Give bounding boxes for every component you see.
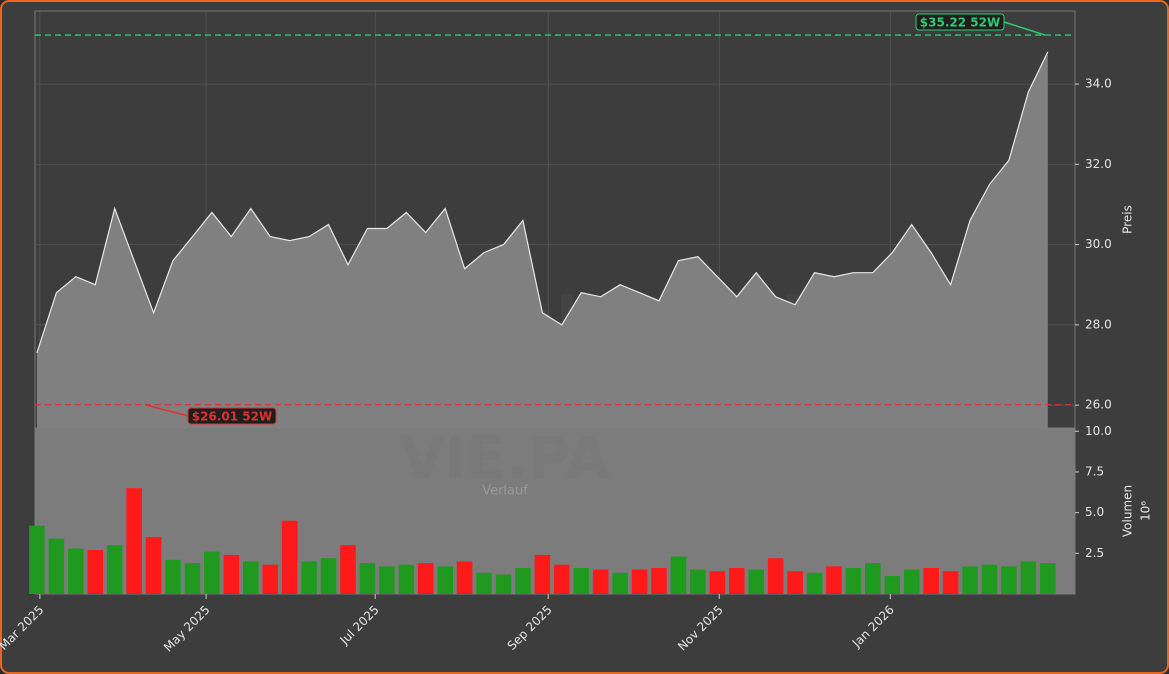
- volume-bar: [981, 564, 998, 594]
- volume-bar: [748, 569, 764, 594]
- volume-bar: [106, 545, 123, 594]
- volume-bar: [398, 564, 415, 594]
- volume-bar: [184, 563, 201, 594]
- volume-bar: [262, 564, 278, 594]
- watermark-sub: Verlauf: [482, 484, 528, 499]
- price-area: [36, 51, 1048, 429]
- volume-bar: [1001, 566, 1017, 594]
- volume-bar: [340, 545, 356, 594]
- y-tick-label: 26.0: [1085, 398, 1112, 412]
- volume-bar: [923, 567, 939, 594]
- volume-bar: [320, 558, 337, 594]
- volume-bar: [1020, 561, 1037, 594]
- volume-bar: [29, 525, 45, 594]
- volume-bar: [437, 566, 453, 594]
- price-line: [36, 51, 1049, 354]
- volume-bar: [126, 488, 142, 594]
- annotation-box: [187, 407, 277, 425]
- volume-bar: [48, 538, 65, 594]
- volume-bar: [165, 559, 181, 594]
- volume-bar: [884, 576, 901, 594]
- volume-bar: [476, 572, 492, 594]
- y-tick-label: 28.0: [1085, 317, 1112, 331]
- volume-bar: [942, 571, 959, 594]
- y-tick-label: 7.5: [1085, 464, 1104, 478]
- y-tick-label: 34.0: [1085, 77, 1112, 91]
- watermark: VIE.PA: [400, 424, 610, 492]
- offset-label: 10⁶: [1139, 501, 1153, 521]
- volume-bar: [359, 563, 376, 594]
- volume-bar: [903, 569, 920, 594]
- volume-bar: [554, 564, 570, 594]
- volume-bar: [728, 567, 745, 594]
- volume-bar: [651, 567, 667, 594]
- y-tick-label: 5.0: [1085, 505, 1104, 519]
- volume-bar: [417, 563, 434, 594]
- volume-bar: [612, 572, 628, 594]
- volume-bar: [87, 550, 104, 594]
- volume-bar: [826, 566, 842, 594]
- volume-bar: [204, 551, 220, 594]
- y-tick-label: 30.0: [1085, 237, 1112, 251]
- volume-bar: [865, 563, 881, 594]
- volume-bar: [787, 571, 803, 594]
- volume-bar: [806, 572, 823, 594]
- volume-bar: [767, 558, 784, 594]
- volume-bar: [1040, 563, 1056, 594]
- volume-bar: [690, 569, 706, 594]
- y-axis-label: Volumen: [1121, 485, 1135, 537]
- annotation-arrow: [1003, 21, 1046, 36]
- volume-bar: [301, 561, 317, 594]
- annotation-label: $26.01 52W: [192, 410, 272, 424]
- volume-bar: [243, 561, 259, 594]
- y-tick-label: 2.5: [1085, 546, 1104, 560]
- y-axis-label: Preis: [1121, 205, 1135, 234]
- volume-bar: [962, 566, 978, 594]
- volume-bar: [534, 554, 551, 594]
- volume-bar: [592, 569, 609, 594]
- volume-bar: [495, 574, 512, 594]
- volume-bar: [145, 537, 162, 594]
- volume-bar: [515, 567, 531, 594]
- annotation-box: [915, 13, 1005, 31]
- volume-bar: [845, 567, 862, 594]
- volume-bar: [379, 566, 395, 594]
- y-tick-label: 10.0: [1085, 424, 1112, 438]
- annotation-label: $35.22 52W: [920, 16, 1000, 30]
- volume-bar: [281, 520, 298, 594]
- volume-bar: [223, 554, 240, 594]
- volume-bar: [573, 567, 590, 594]
- annotation-arrow: [144, 403, 189, 417]
- volume-bar: [456, 561, 473, 594]
- volume-bar: [670, 556, 687, 594]
- y-tick-label: 32.0: [1085, 157, 1112, 171]
- volume-bar: [68, 548, 84, 594]
- volume-bar: [631, 569, 648, 594]
- volume-bar: [709, 571, 726, 594]
